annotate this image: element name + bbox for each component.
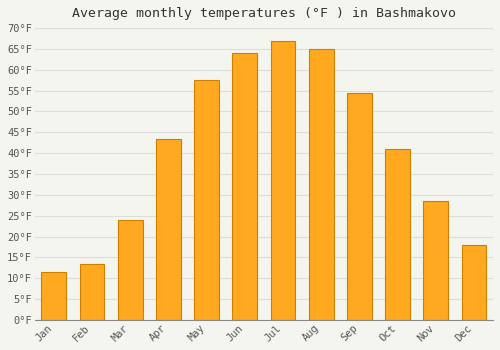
Bar: [42, 272, 66, 320]
Title: Average monthly temperatures (°F ) in Bashmakovo: Average monthly temperatures (°F ) in Ba…: [72, 7, 456, 20]
Bar: [232, 53, 257, 320]
Bar: [385, 149, 410, 320]
Bar: [347, 93, 372, 320]
Bar: [424, 201, 448, 320]
Bar: [462, 245, 486, 320]
Bar: [80, 264, 104, 320]
Bar: [309, 49, 334, 320]
Bar: [270, 41, 295, 320]
Bar: [118, 220, 142, 320]
Bar: [156, 139, 181, 320]
Bar: [194, 80, 219, 320]
